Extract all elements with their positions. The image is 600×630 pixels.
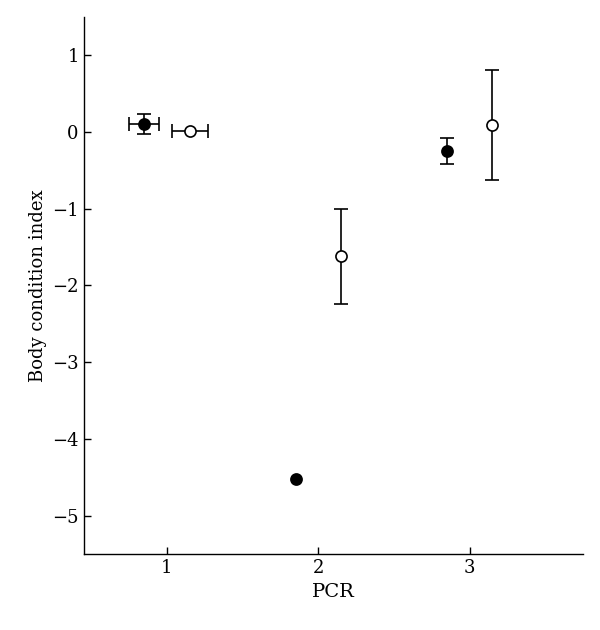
X-axis label: PCR: PCR [312,583,355,601]
Y-axis label: Body condition index: Body condition index [29,189,47,382]
